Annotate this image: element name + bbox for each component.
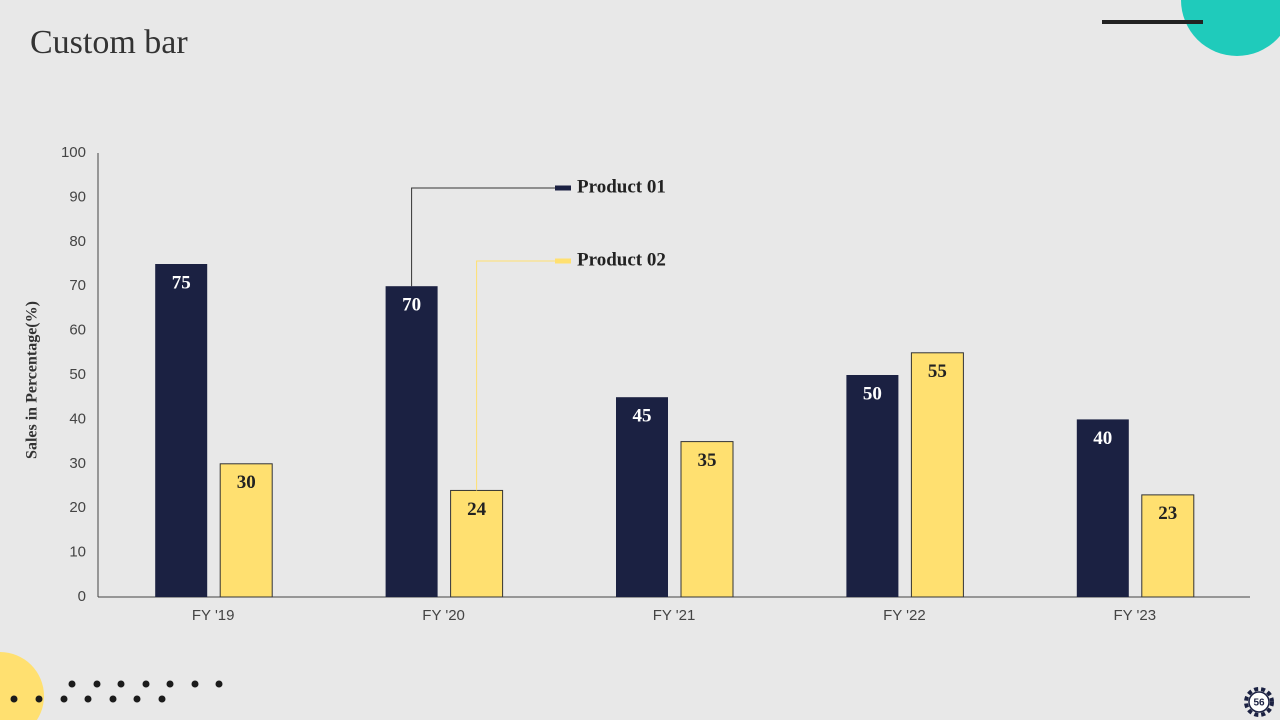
legend-connector	[476, 260, 555, 491]
bar	[910, 352, 964, 598]
legend-label: Product 01	[577, 176, 666, 197]
legend-swatch	[555, 258, 571, 264]
value-label: 75	[172, 272, 191, 293]
x-tick-label: FY '23	[1113, 607, 1156, 624]
decor-dots	[10, 680, 223, 703]
page-icon	[1244, 687, 1274, 717]
value-label: 24	[467, 499, 487, 520]
y-tick-label: 30	[69, 455, 86, 472]
chart-title: Custom bar	[30, 24, 188, 61]
y-tick-label: 50	[69, 366, 86, 383]
bar	[155, 264, 208, 597]
x-tick-label: FY '21	[653, 607, 696, 624]
y-tick-label: 100	[61, 144, 86, 161]
value-label: 30	[237, 472, 256, 493]
bar	[680, 441, 734, 598]
decor-circle	[0, 652, 44, 720]
legend-swatch	[555, 185, 571, 191]
decor-circle	[1181, 0, 1280, 56]
value-label: 23	[1158, 503, 1177, 524]
value-label: 55	[928, 361, 947, 382]
x-tick-label: FY '20	[422, 607, 465, 624]
legend-label: Product 02	[577, 249, 666, 270]
y-tick-label: 10	[69, 544, 86, 561]
y-tick-label: 80	[69, 233, 86, 250]
page-number: 56	[1253, 698, 1265, 709]
bar	[450, 489, 504, 598]
x-tick-label: FY '19	[192, 607, 235, 624]
value-label: 45	[633, 406, 652, 427]
value-label: 35	[698, 450, 717, 471]
y-tick-label: 60	[69, 322, 86, 339]
y-tick-label: 0	[78, 588, 86, 605]
bar	[219, 463, 273, 598]
value-label: 70	[402, 295, 421, 316]
legend-connector	[411, 187, 555, 287]
y-tick-label: 90	[69, 188, 86, 205]
page-icon	[1248, 691, 1270, 713]
bar	[1141, 494, 1195, 598]
value-label: 40	[1093, 428, 1112, 449]
y-axis-label: Sales in Percentage(%)	[24, 301, 41, 459]
y-tick-label: 70	[69, 277, 86, 294]
bar	[616, 397, 668, 597]
value-label: 50	[863, 383, 882, 404]
y-tick-label: 20	[69, 499, 86, 516]
x-tick-label: FY '22	[883, 607, 926, 624]
bar	[385, 286, 438, 597]
y-tick-label: 40	[69, 410, 86, 427]
bar	[1076, 419, 1129, 597]
bar	[846, 375, 899, 597]
